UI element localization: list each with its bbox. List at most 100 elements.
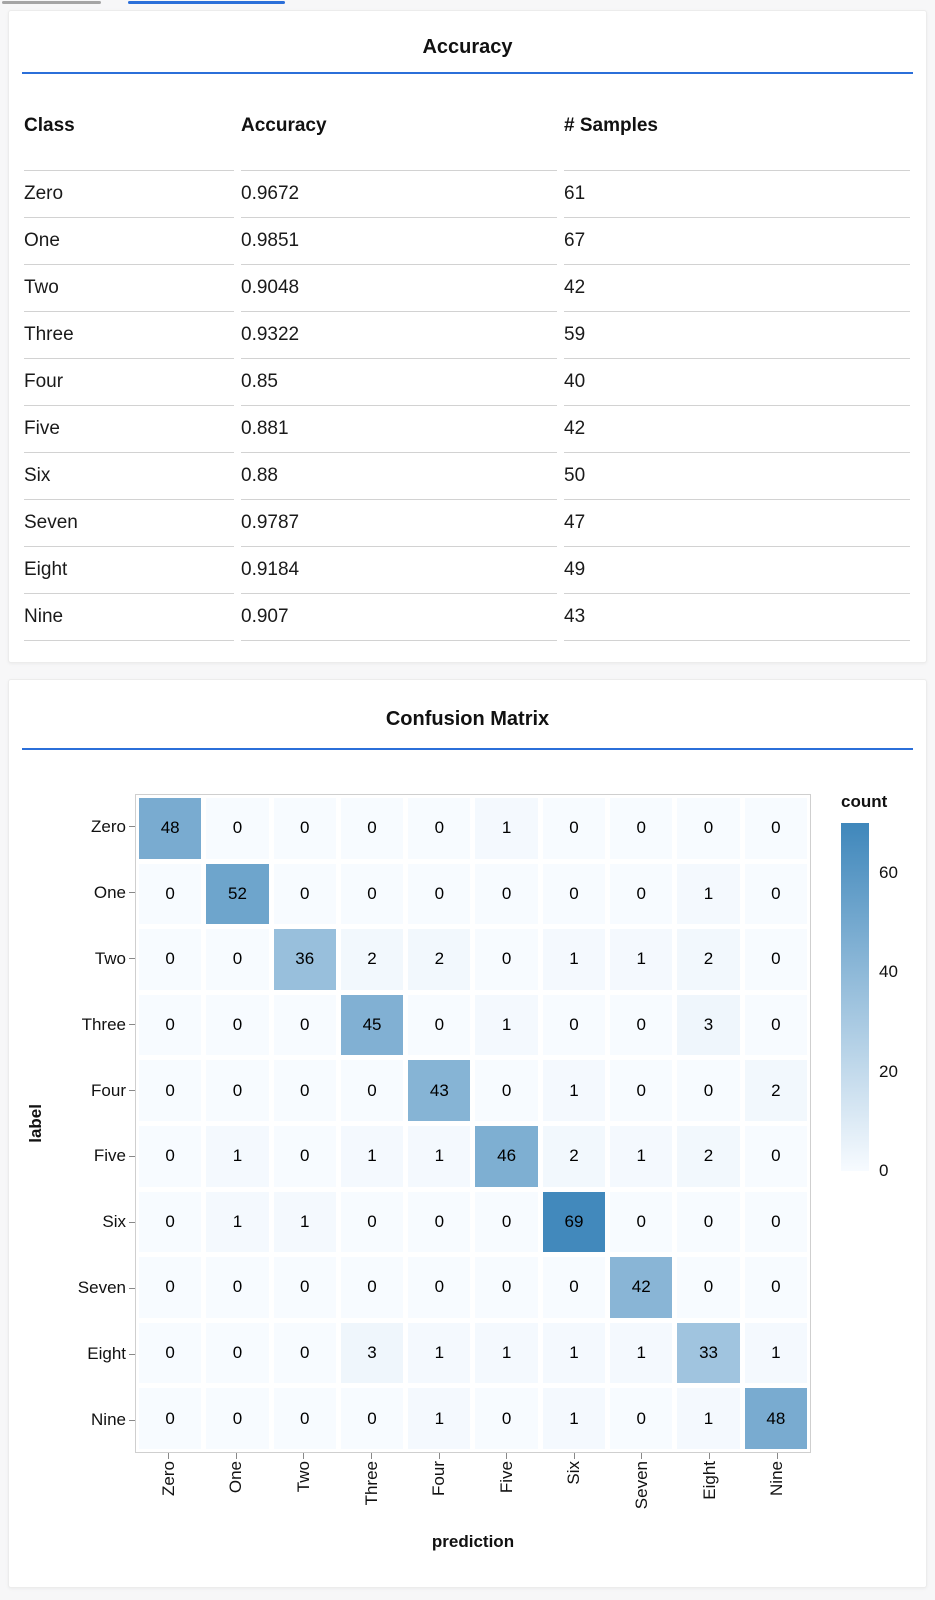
table-cell: Six — [24, 452, 234, 499]
heatmap-cell: 0 — [744, 1125, 807, 1187]
heatmap-cell: 46 — [475, 1125, 538, 1187]
accuracy-table-body: Zero 0.9672 61 One 0.9851 67 Two 0.9048 42 Three 0… — [24, 170, 910, 641]
heatmap-cell: 48 — [139, 798, 202, 859]
heatmap-cell: 0 — [273, 863, 336, 925]
heatmap-cell: 0 — [340, 1191, 404, 1253]
heatmap-cell: 0 — [542, 798, 606, 859]
heatmap-cell: 1 — [475, 1322, 538, 1384]
x-tick — [776, 1453, 778, 1459]
x-tick-label: Seven — [631, 1461, 651, 1510]
x-axis-title: prediction — [431, 1532, 515, 1551]
y-tick-label: Eight — [9, 1321, 135, 1387]
heatmap-cell: 0 — [340, 1060, 404, 1121]
x-tick — [573, 1453, 575, 1459]
heatmap-cell: 0 — [677, 1060, 740, 1121]
x-tick-label: Three — [361, 1461, 381, 1506]
scrollbar-thumb[interactable] — [2, 1, 101, 4]
panel-title: Confusion Matrix — [385, 708, 550, 730]
heatmap-cell: 0 — [744, 994, 807, 1056]
heatmap-cell: 1 — [542, 929, 606, 990]
heatmap-cell: 0 — [206, 1322, 269, 1384]
x-tick-label: Four — [429, 1461, 449, 1496]
heatmap-cell: 0 — [273, 798, 336, 859]
x-tick-label: Zero — [158, 1461, 178, 1496]
y-tick — [129, 1419, 135, 1421]
heatmap-cell: 1 — [408, 1388, 471, 1449]
x-tick — [168, 1453, 170, 1459]
x-axis-ticks — [135, 1453, 811, 1459]
table-cell: 59 — [564, 311, 910, 358]
y-tick-label: Six — [9, 1189, 135, 1255]
legend-gradient-bar — [841, 823, 869, 1171]
y-tick-label: Three — [9, 992, 135, 1058]
heatmap-cell: 3 — [677, 994, 740, 1056]
table-cell: 61 — [564, 170, 910, 217]
heatmap-cell: 0 — [744, 1191, 807, 1253]
heatmap-cell: 0 — [408, 994, 471, 1056]
x-tick — [371, 1453, 373, 1459]
heatmap-cell: 0 — [139, 1257, 202, 1318]
heatmap-cell: 1 — [408, 1125, 471, 1187]
heatmap-cell: 0 — [408, 798, 471, 859]
heatmap-cell: 0 — [408, 1191, 471, 1253]
y-tick-label: Four — [9, 1058, 135, 1124]
heatmap-cell: 1 — [206, 1191, 269, 1253]
y-tick-label: Nine — [9, 1387, 135, 1453]
table-cell: 0.9787 — [241, 499, 557, 546]
y-tick — [129, 1155, 135, 1157]
y-tick-label: Five — [9, 1124, 135, 1190]
heatmap-cell: 0 — [139, 994, 202, 1056]
heatmap-cell: 0 — [610, 994, 673, 1056]
heatmap-cell: 0 — [139, 1125, 202, 1187]
table-cell: 0.9672 — [241, 170, 557, 217]
x-tick — [303, 1453, 305, 1459]
legend-tick-label: 20 — [879, 1061, 898, 1081]
heatmap-cell: 0 — [273, 994, 336, 1056]
table-cell: 49 — [564, 546, 910, 593]
table-cell: 50 — [564, 452, 910, 499]
table-cell: 40 — [564, 358, 910, 405]
heatmap-cell: 1 — [408, 1322, 471, 1384]
y-tick-label: One — [9, 860, 135, 926]
heatmap-cell: 0 — [206, 929, 269, 990]
heatmap-cell: 1 — [677, 863, 740, 925]
heatmap-grid: 48 0 0 0 0 1 0 0 0 0 0 52 0 0 0 0 0 0 1 0 0 0 36 2 2 0 1 1 2 0 0 0 0 45 0 1… — [135, 794, 811, 1453]
heatmap-cell: 1 — [340, 1125, 404, 1187]
table-row: Zero 0.9672 61 — [24, 170, 910, 217]
heatmap-cell: 1 — [610, 929, 673, 990]
title-underline — [22, 748, 913, 750]
heatmap-cell: 1 — [677, 1388, 740, 1449]
y-axis-labels: Zero One Two Three Four Five Six Seven Eight Nine — [9, 794, 135, 1453]
table-row: Two 0.9048 42 — [24, 264, 910, 311]
accuracy-table: Class Accuracy # Samples Zero 0.9672 61 One… — [17, 85, 917, 641]
table-cell: 0.85 — [241, 358, 557, 405]
heatmap-cell: 2 — [340, 929, 404, 990]
table-cell: 67 — [564, 217, 910, 264]
heatmap-cell: 1 — [542, 1060, 606, 1121]
heatmap-cell: 2 — [408, 929, 471, 990]
heatmap-cell: 0 — [273, 1257, 336, 1318]
heatmap-cell: 0 — [408, 863, 471, 925]
heatmap-cell: 1 — [206, 1125, 269, 1187]
table-row: One 0.9851 67 — [24, 217, 910, 264]
table-cell: Eight — [24, 546, 234, 593]
heatmap-cell: 0 — [610, 863, 673, 925]
heatmap-cell: 0 — [408, 1257, 471, 1318]
heatmap-cell: 0 — [206, 798, 269, 859]
heatmap-cell: 0 — [475, 1191, 538, 1253]
heatmap-cell: 2 — [677, 929, 740, 990]
heatmap-cell: 1 — [542, 1322, 606, 1384]
heatmap-cell: 0 — [475, 1060, 538, 1121]
y-tick — [129, 958, 135, 960]
accuracy-panel: Accuracy Class Accuracy # Samples Zero 0.… — [8, 10, 927, 663]
heatmap-cell: 0 — [677, 1191, 740, 1253]
heatmap-cell: 0 — [475, 929, 538, 990]
x-tick-label: Five — [496, 1461, 516, 1494]
heatmap-cell: 48 — [744, 1388, 807, 1449]
table-row: Six 0.88 50 — [24, 452, 910, 499]
column-header-class: Class — [24, 115, 75, 136]
heatmap-cell: 69 — [542, 1191, 606, 1253]
table-row: Three 0.9322 59 — [24, 311, 910, 358]
x-tick-label: Nine — [767, 1461, 787, 1496]
